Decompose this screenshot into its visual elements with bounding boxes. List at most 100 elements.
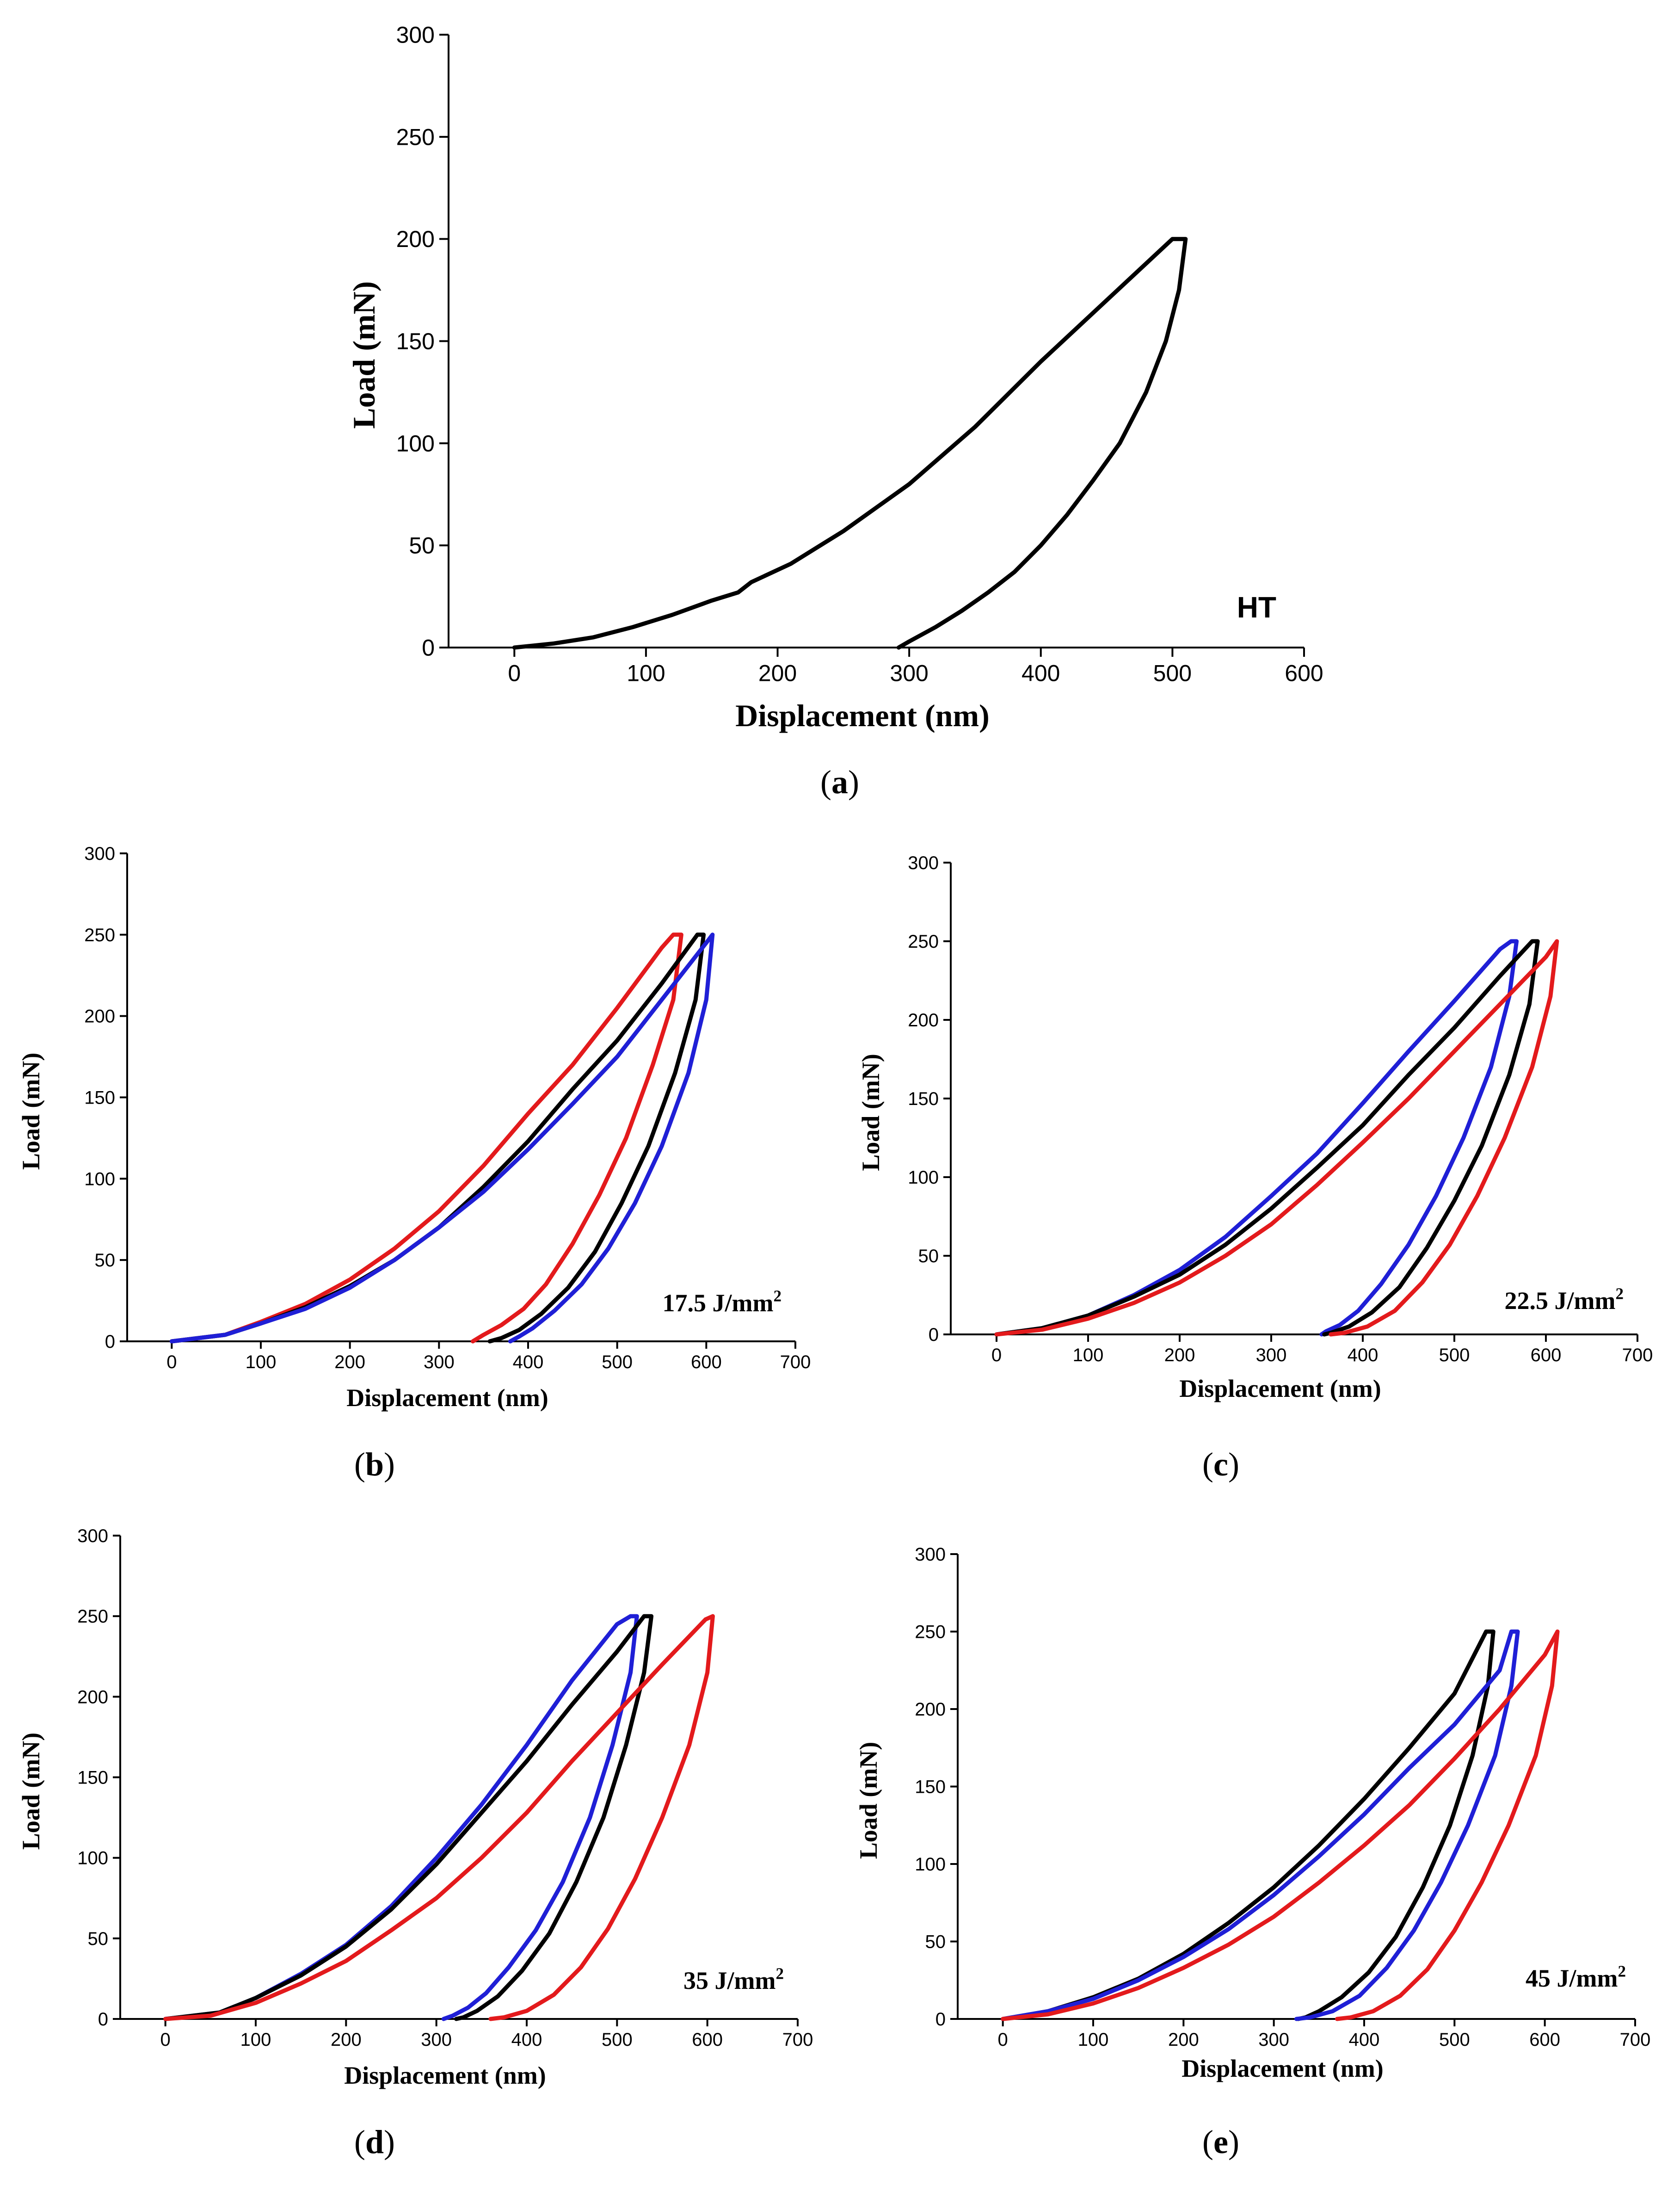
- chart-b-svg: 0 50 100 150 200 250 300 0 100 200 300 400 500 600 700…: [17, 844, 811, 1412]
- x-tick-label: 300: [1256, 1345, 1287, 1365]
- x-tick-label: 500: [1439, 2030, 1470, 2050]
- chart-c-svg: 0 50 100 150 200 250 300 0 100 200 300 400 500 600 700…: [857, 853, 1653, 1402]
- chart-panel-b: 0 50 100 150 200 250 300 0 100 200 300 400 500 600 700…: [0, 833, 840, 1503]
- series-line-blue: [994, 939, 1519, 1337]
- y-tick-label: 100: [915, 1854, 946, 1875]
- y-tick-label: 0: [422, 635, 435, 661]
- y-tick-label: 250: [908, 932, 939, 952]
- chart-annotation: 45 J/mm2: [1526, 1962, 1626, 1992]
- x-tick-label: 0: [998, 2030, 1008, 2050]
- x-tick-label: 600: [692, 2030, 723, 2050]
- x-tick-label: 200: [758, 660, 797, 686]
- chart-e-svg: 0 50 100 150 200 250 300 0 100 200 300 400 500 600 700…: [855, 1544, 1650, 2082]
- chart-annotation: HT: [1237, 591, 1276, 624]
- x-tick-label: 700: [780, 1352, 811, 1372]
- x-tick-label: 200: [1164, 1345, 1195, 1365]
- y-tick-label: 100: [77, 1848, 108, 1869]
- x-tick-label: 300: [421, 2030, 452, 2050]
- caption-c: (c): [1202, 1446, 1239, 1483]
- series-line-blue: [1001, 1629, 1520, 2021]
- caption-b: (b): [354, 1446, 395, 1483]
- x-tick-label: 300: [424, 1352, 455, 1372]
- y-axis-title: Load (mN): [17, 1053, 45, 1170]
- y-tick-label: 150: [908, 1089, 939, 1109]
- x-tick-label: 400: [1349, 2030, 1380, 2050]
- caption-e-letter: e: [1213, 2123, 1228, 2160]
- annotation-superscript: 2: [1615, 1284, 1624, 1302]
- y-axis-title: Load (mN): [346, 281, 382, 429]
- x-tick-label: 0: [991, 1345, 1002, 1365]
- x-axis-title: Displacement (nm): [344, 2062, 546, 2089]
- series-line-red: [169, 932, 683, 1344]
- caption-d: (d): [354, 2123, 395, 2160]
- annotation-superscript: 2: [775, 1964, 784, 1982]
- x-axis-title: Displacement (nm): [346, 1384, 548, 1412]
- x-tick-label: 700: [1622, 1345, 1653, 1365]
- x-tick-label: 400: [511, 2030, 542, 2050]
- x-tick-label: 700: [782, 2030, 813, 2050]
- chart-d-svg: 0 50 100 150 200 250 300 0 100 200 300 400 500 600 700…: [17, 1526, 813, 2089]
- x-tick-label: 100: [240, 2030, 271, 2050]
- y-axis-title: Load (mN): [857, 1054, 885, 1171]
- series-line-black: [994, 939, 1540, 1337]
- x-axis-title: Displacement (nm): [735, 698, 990, 733]
- series-line-blue: [163, 1614, 639, 2021]
- y-tick-label: 50: [409, 533, 435, 559]
- x-tick-label: 100: [246, 1352, 277, 1372]
- y-tick-label: 100: [84, 1169, 115, 1189]
- y-tick-label: 200: [396, 226, 435, 252]
- series-line-red: [163, 1614, 715, 2021]
- y-tick-label: 300: [915, 1544, 946, 1565]
- annotation-text: 35 J/mm: [683, 1967, 775, 1994]
- y-tick-label: 100: [396, 431, 435, 457]
- caption-b-letter: b: [365, 1446, 384, 1483]
- x-tick-label: 600: [1531, 1345, 1562, 1365]
- chart-panel-e: 0 50 100 150 200 250 300 0 100 200 300 400 500 600 700…: [840, 1503, 1680, 2185]
- y-tick-label: 200: [908, 1010, 939, 1031]
- x-tick-label: 0: [166, 1352, 177, 1372]
- chart-panel-c: 0 50 100 150 200 250 300 0 100 200 300 400 500 600 700…: [840, 833, 1680, 1503]
- caption-a-letter: a: [831, 764, 848, 801]
- y-tick-label: 0: [98, 2009, 108, 2030]
- series-line-blue: [169, 932, 715, 1344]
- x-tick-label: 500: [1439, 1345, 1470, 1365]
- chart-panel-d: 0 50 100 150 200 250 300 0 100 200 300 400 500 600 700…: [0, 1503, 840, 2185]
- y-tick-label: 150: [915, 1777, 946, 1797]
- y-tick-label: 250: [84, 925, 115, 945]
- y-tick-label: 300: [77, 1526, 108, 1546]
- annotation-text: 22.5 J/mm: [1504, 1287, 1615, 1315]
- caption-e: (e): [1202, 2123, 1239, 2160]
- y-tick-label: 0: [105, 1332, 115, 1352]
- y-tick-label: 300: [908, 853, 939, 873]
- x-tick-label: 100: [627, 660, 665, 686]
- annotation-text: 45 J/mm: [1526, 1964, 1618, 1992]
- x-tick-label: 300: [890, 660, 928, 686]
- x-tick-label: 600: [1529, 2030, 1560, 2050]
- x-tick-label: 500: [602, 1352, 633, 1372]
- series-line-black: [1001, 1629, 1495, 2021]
- y-axis-title: Load (mN): [17, 1733, 45, 1850]
- y-tick-label: 250: [77, 1606, 108, 1627]
- annotation-superscript: 2: [773, 1287, 782, 1305]
- chart-panel-a: 0 50 100 150 200 250 300 0 100 200 300 400 500 600 Dis…: [0, 0, 1680, 833]
- x-tick-label: 200: [334, 1352, 365, 1372]
- y-tick-label: 50: [918, 1246, 939, 1266]
- y-tick-label: 50: [95, 1250, 116, 1271]
- x-tick-label: 400: [1022, 660, 1060, 686]
- y-tick-label: 150: [396, 328, 435, 354]
- y-tick-label: 150: [77, 1768, 108, 1788]
- y-tick-label: 50: [88, 1929, 109, 1949]
- annotation-text: 17.5 J/mm: [662, 1289, 773, 1317]
- y-tick-label: 250: [915, 1622, 946, 1642]
- caption-d-letter: d: [365, 2123, 384, 2160]
- x-tick-label: 500: [1153, 660, 1192, 686]
- chart-annotation: 22.5 J/mm2: [1504, 1284, 1624, 1315]
- chart-annotation: 17.5 J/mm2: [662, 1287, 782, 1317]
- annotation-superscript: 2: [1618, 1962, 1626, 1980]
- y-tick-label: 200: [77, 1687, 108, 1707]
- x-tick-label: 500: [602, 2030, 633, 2050]
- x-tick-label: 100: [1078, 2030, 1109, 2050]
- y-tick-label: 300: [396, 22, 435, 48]
- y-tick-label: 200: [915, 1699, 946, 1720]
- x-tick-label: 400: [513, 1352, 544, 1372]
